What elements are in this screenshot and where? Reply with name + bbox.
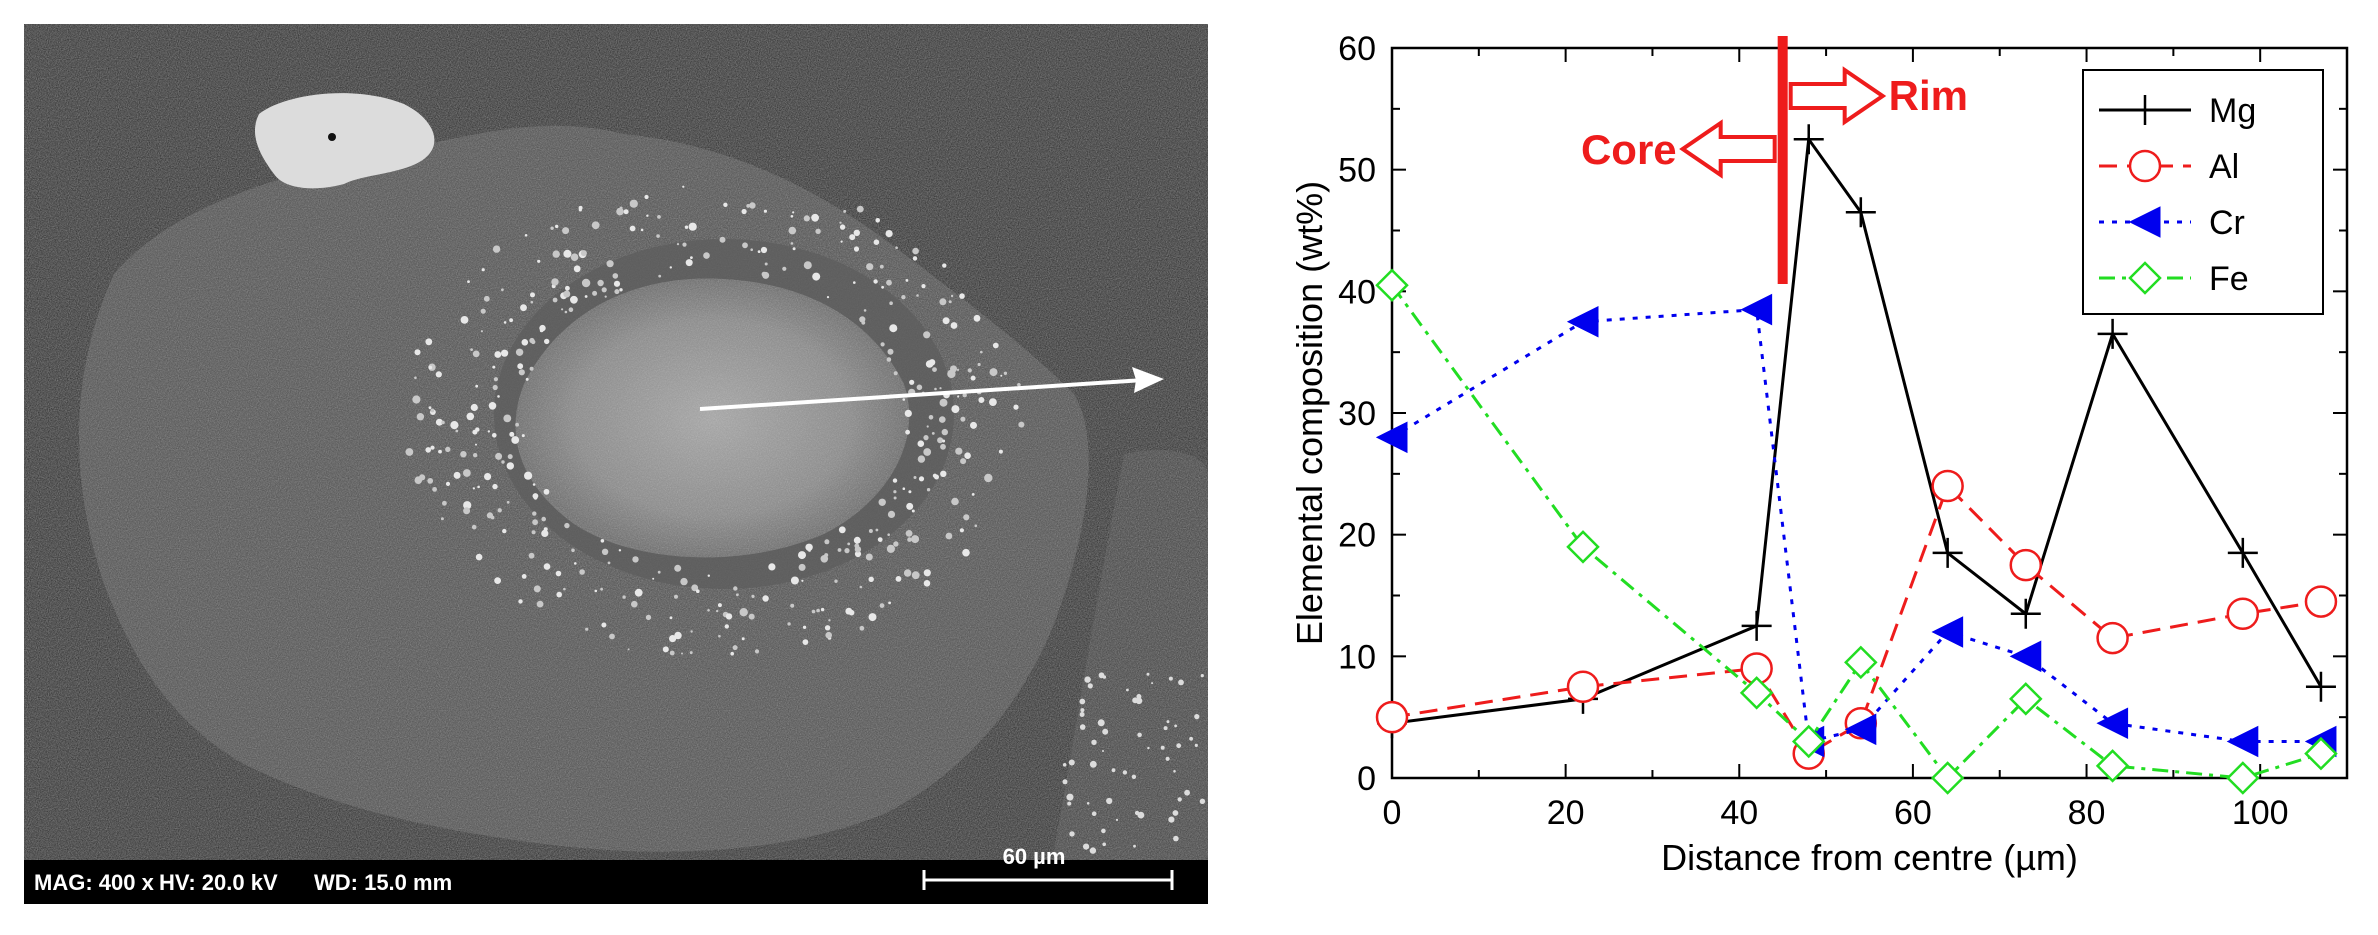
y-tick-label: 10 bbox=[1338, 638, 1376, 676]
x-tick-label: 20 bbox=[1547, 794, 1585, 832]
data-point-al bbox=[1566, 670, 1600, 703]
data-point-fe bbox=[1791, 724, 1826, 759]
series-line-mg bbox=[1391, 135, 2323, 725]
x-tick-label: 40 bbox=[1720, 794, 1758, 832]
legend-item-fe: Fe bbox=[2099, 260, 2249, 298]
legend-label-mg: Mg bbox=[2209, 92, 2256, 130]
data-point-al bbox=[2226, 597, 2260, 630]
y-tick-label: 60 bbox=[1338, 30, 1376, 68]
line-scan-arrowhead bbox=[1132, 367, 1164, 393]
data-point-mg bbox=[2305, 671, 2336, 702]
legend-label-al: Al bbox=[2209, 148, 2239, 186]
series-line-fe bbox=[1390, 284, 2322, 781]
data-point-cr bbox=[1375, 421, 1408, 454]
sem-mag: MAG: 400 x bbox=[34, 870, 155, 895]
data-point-cr bbox=[1740, 293, 1773, 326]
line-scan-arrow bbox=[699, 378, 1145, 411]
data-point-fe bbox=[1844, 645, 1878, 680]
y-axis-label: Elemental composition (wt%) bbox=[1289, 181, 1330, 645]
legend-label-fe: Fe bbox=[2209, 260, 2249, 298]
sem-micrograph: MAG: 400 x HV: 20.0 kV WD: 15.0 mm 60 µm bbox=[24, 24, 1208, 904]
core-arrow bbox=[1679, 119, 1777, 179]
y-tick-label: 20 bbox=[1338, 517, 1376, 555]
data-point-fe bbox=[2226, 761, 2260, 795]
y-tick-label: 50 bbox=[1338, 152, 1376, 190]
data-point-mg bbox=[1845, 197, 1876, 228]
data-point-mg bbox=[2227, 537, 2258, 568]
bright-inclusion bbox=[254, 93, 435, 189]
data-point-cr bbox=[2009, 640, 2042, 673]
core-label: Core bbox=[1581, 126, 1677, 173]
scale-bar-label: 60 µm bbox=[1003, 844, 1066, 869]
legend-marker-al bbox=[2128, 149, 2162, 183]
series-line-cr bbox=[1391, 308, 2321, 744]
y-tick-label: 30 bbox=[1338, 395, 1376, 433]
data-point-cr bbox=[1931, 616, 1964, 648]
sem-micrograph-panel: MAG: 400 x HV: 20.0 kV WD: 15.0 mm 60 µm bbox=[24, 24, 1208, 904]
data-point-mg bbox=[2097, 318, 2128, 349]
x-tick-label: 0 bbox=[1383, 794, 1402, 832]
x-axis-label: Distance from centre (µm) bbox=[1661, 837, 2078, 878]
legend-marker-fe bbox=[2128, 261, 2162, 295]
data-point-cr bbox=[2096, 707, 2129, 740]
series-cr bbox=[1375, 293, 2337, 758]
sem-hv: HV: 20.0 kV bbox=[159, 870, 278, 895]
data-point-fe bbox=[1930, 761, 1965, 795]
rim-arrow bbox=[1788, 66, 1887, 126]
sem-info-bar bbox=[24, 860, 1208, 904]
legend-marker-mg bbox=[2130, 95, 2160, 125]
data-point-al bbox=[1931, 469, 1964, 503]
data-point-mg bbox=[2010, 598, 2041, 629]
particle-core bbox=[515, 278, 910, 558]
legend-label-cr: Cr bbox=[2209, 204, 2245, 242]
data-point-al bbox=[2304, 585, 2338, 618]
series-fe bbox=[1375, 268, 2338, 795]
data-point-cr bbox=[1566, 305, 1599, 338]
y-tick-label: 0 bbox=[1357, 760, 1376, 798]
x-tick-label: 80 bbox=[2068, 794, 2106, 832]
data-point-fe bbox=[1739, 676, 1774, 710]
data-point-cr bbox=[2226, 725, 2259, 758]
scale-bar bbox=[922, 870, 1174, 890]
core-rim-boundary bbox=[1777, 36, 1788, 284]
rim-label: Rim bbox=[1889, 72, 1968, 119]
x-tick-label: 60 bbox=[1894, 794, 1932, 832]
legend-marker-cr bbox=[2128, 206, 2161, 238]
data-point-al bbox=[1375, 700, 1409, 734]
data-point-al bbox=[2096, 621, 2129, 655]
data-point-fe bbox=[1375, 268, 1409, 303]
y-tick-label: 40 bbox=[1338, 273, 1376, 311]
legend-box bbox=[2082, 69, 2324, 315]
data-point-mg bbox=[1793, 124, 1824, 155]
data-point-fe bbox=[2095, 749, 2130, 783]
data-point-mg bbox=[1741, 610, 1772, 641]
composition-chart-panel: 0 20 40 60 80 100 0 10 20 30 40 50 60 Distance from c… bbox=[1240, 0, 2378, 935]
data-point-mg bbox=[1932, 537, 1963, 568]
legend-item-cr: Cr bbox=[2099, 204, 2245, 242]
data-point-al bbox=[2009, 548, 2043, 582]
x-tick-label: 100 bbox=[2232, 794, 2289, 832]
data-point-fe bbox=[2304, 736, 2338, 771]
data-point-fe bbox=[1566, 530, 1600, 564]
legend-item-al: Al bbox=[2099, 148, 2239, 186]
series-line-al bbox=[1391, 483, 2322, 756]
sem-wd: WD: 15.0 mm bbox=[314, 870, 452, 895]
legend-item-mg: Mg bbox=[2099, 92, 2256, 130]
precipitate-dots bbox=[405, 185, 1206, 854]
data-point-cr bbox=[1844, 713, 1877, 746]
data-point-fe bbox=[2009, 682, 2043, 716]
composition-chart: 0 20 40 60 80 100 0 10 20 30 40 50 60 Distance from c… bbox=[1289, 30, 2349, 878]
